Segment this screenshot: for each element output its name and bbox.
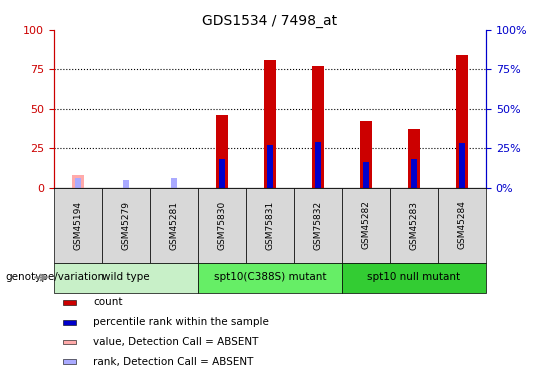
Bar <box>246 188 294 262</box>
Bar <box>456 55 468 188</box>
Bar <box>63 300 76 305</box>
Bar <box>54 188 102 262</box>
Bar <box>360 122 372 188</box>
Bar <box>438 188 486 262</box>
Text: GSM75831: GSM75831 <box>266 200 274 250</box>
Bar <box>342 262 486 292</box>
Bar <box>54 262 198 292</box>
Bar <box>63 320 76 325</box>
Bar <box>264 60 276 188</box>
Bar <box>198 188 246 262</box>
Bar <box>216 115 228 188</box>
Bar <box>72 175 84 188</box>
Bar <box>312 66 324 188</box>
Text: GSM45283: GSM45283 <box>409 201 418 249</box>
Text: GSM45282: GSM45282 <box>361 201 370 249</box>
Text: GSM45194: GSM45194 <box>73 201 83 249</box>
Bar <box>63 339 76 345</box>
Text: GSM75830: GSM75830 <box>218 200 226 250</box>
Bar <box>390 188 438 262</box>
Bar <box>219 159 225 188</box>
Bar <box>363 162 369 188</box>
Text: percentile rank within the sample: percentile rank within the sample <box>93 317 269 327</box>
Bar <box>459 143 465 188</box>
Bar <box>75 178 81 188</box>
Bar <box>102 188 150 262</box>
Text: count: count <box>93 297 123 307</box>
Bar <box>150 188 198 262</box>
Bar <box>63 359 76 364</box>
Bar <box>408 129 420 188</box>
Bar <box>342 188 390 262</box>
Bar <box>411 159 417 188</box>
Bar <box>294 188 342 262</box>
Text: GSM45279: GSM45279 <box>122 201 131 249</box>
Bar <box>198 262 342 292</box>
Text: GSM45284: GSM45284 <box>457 201 467 249</box>
Text: genotype/variation: genotype/variation <box>5 273 105 282</box>
Text: wild type: wild type <box>102 273 150 282</box>
Text: spt10(C388S) mutant: spt10(C388S) mutant <box>214 273 326 282</box>
Text: GSM75832: GSM75832 <box>314 200 322 250</box>
Bar <box>315 142 321 188</box>
Title: GDS1534 / 7498_at: GDS1534 / 7498_at <box>202 13 338 28</box>
Text: value, Detection Call = ABSENT: value, Detection Call = ABSENT <box>93 337 258 347</box>
Bar <box>267 145 273 188</box>
Bar <box>123 180 129 188</box>
Text: spt10 null mutant: spt10 null mutant <box>367 273 461 282</box>
Text: rank, Detection Call = ABSENT: rank, Detection Call = ABSENT <box>93 357 253 367</box>
Text: GSM45281: GSM45281 <box>170 201 179 249</box>
Bar <box>171 178 177 188</box>
